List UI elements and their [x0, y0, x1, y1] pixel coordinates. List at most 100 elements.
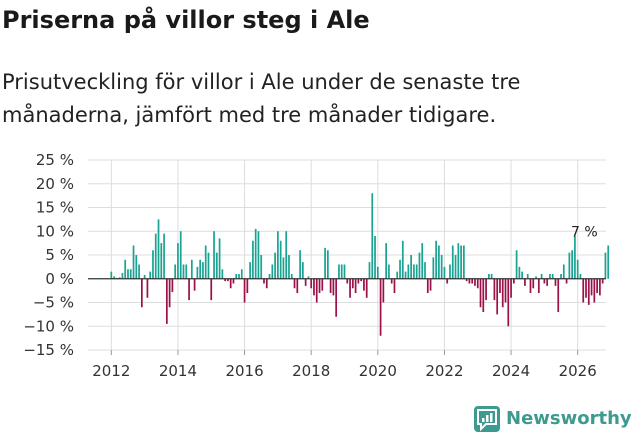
bar	[443, 266, 446, 279]
bar	[282, 257, 285, 279]
bar	[157, 219, 160, 279]
bar	[227, 278, 229, 282]
bar	[607, 245, 610, 279]
bar	[168, 278, 171, 308]
bar	[599, 278, 601, 296]
bar	[446, 278, 449, 284]
bar	[390, 278, 393, 284]
bar	[388, 264, 390, 279]
bar	[190, 259, 193, 279]
bar	[165, 278, 168, 324]
bar	[185, 264, 188, 279]
bar	[396, 271, 399, 279]
bar	[543, 278, 546, 284]
bar	[593, 278, 596, 303]
bar	[274, 252, 276, 279]
bar	[279, 240, 282, 279]
bar	[479, 278, 482, 308]
bar	[435, 240, 437, 279]
bar	[335, 278, 338, 317]
bar	[451, 245, 454, 279]
bar	[124, 259, 127, 279]
bar	[324, 247, 326, 279]
bar	[321, 278, 324, 291]
bar	[299, 250, 301, 279]
bar	[210, 278, 213, 301]
bar	[360, 278, 363, 282]
bar	[413, 264, 415, 279]
bar	[382, 278, 385, 303]
bar	[313, 278, 315, 296]
bar	[393, 278, 396, 293]
bar	[232, 278, 235, 284]
bar	[257, 231, 260, 279]
bar	[140, 278, 143, 308]
bar	[121, 273, 124, 279]
bar	[238, 274, 240, 279]
y-tick-label: 25 %	[36, 151, 74, 169]
bar	[143, 274, 146, 279]
bar	[404, 271, 407, 279]
bar	[160, 243, 163, 279]
bar	[260, 255, 263, 279]
bar	[510, 278, 512, 298]
bar	[207, 252, 210, 279]
bar	[449, 264, 451, 279]
y-tick-label: −10 %	[23, 317, 74, 335]
bar	[310, 278, 313, 289]
bar	[601, 278, 604, 284]
bar	[213, 231, 215, 279]
bar	[499, 278, 501, 293]
bar	[215, 252, 218, 279]
bar	[368, 262, 371, 279]
bar	[562, 264, 565, 279]
bar	[113, 276, 115, 279]
bar	[349, 278, 351, 298]
bar	[307, 276, 310, 279]
y-axis: 25 % 20 % 15 % 10 % 5 % 0 % −5 % −10 % −15 %	[23, 151, 74, 359]
bar	[565, 278, 568, 284]
bar	[243, 278, 246, 303]
bar	[271, 264, 274, 279]
bar	[421, 243, 424, 279]
newsworthy-logo-icon	[474, 406, 500, 432]
x-axis: 2012 2014 2016 2018 2020 2022 2024 2026	[92, 350, 597, 380]
bar	[246, 278, 249, 293]
bar	[365, 278, 368, 298]
y-tick-label: 5 %	[45, 246, 74, 264]
bar	[179, 231, 182, 279]
bar	[587, 278, 590, 305]
y-tick-label: 20 %	[36, 175, 74, 193]
bar	[329, 278, 332, 293]
bar	[127, 269, 129, 279]
bar	[604, 252, 607, 279]
bar	[338, 264, 340, 279]
bar	[277, 231, 279, 279]
bar	[177, 243, 179, 279]
bar	[474, 278, 476, 286]
bar	[318, 278, 321, 293]
bar	[485, 278, 487, 301]
bar	[471, 278, 474, 284]
bar	[288, 255, 290, 279]
bar	[296, 278, 299, 293]
bar	[174, 264, 177, 279]
bar	[204, 245, 207, 279]
bar	[493, 278, 496, 301]
bar	[135, 255, 138, 279]
bar	[549, 274, 551, 279]
bar	[149, 271, 152, 279]
bar	[268, 274, 271, 279]
bar	[465, 278, 468, 282]
bar	[221, 269, 224, 279]
bar	[218, 238, 221, 279]
bar	[374, 236, 376, 279]
bar	[535, 276, 537, 279]
y-tick-label: 0 %	[45, 270, 74, 288]
newsworthy-brand[interactable]: Newsworthy	[474, 406, 631, 432]
bar	[182, 264, 185, 279]
bar	[576, 259, 579, 279]
bar	[240, 269, 243, 279]
bar	[515, 250, 518, 279]
bar	[138, 264, 140, 279]
